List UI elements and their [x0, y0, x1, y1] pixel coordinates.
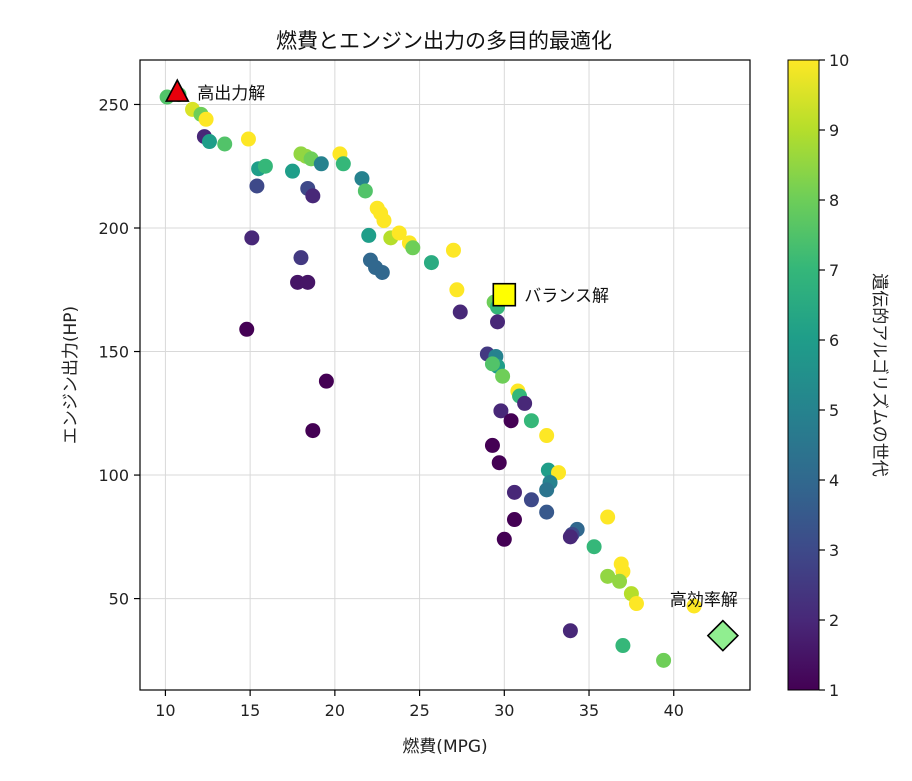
- data-point: [240, 131, 256, 147]
- plot-area-frame: [139, 59, 751, 691]
- data-point: [600, 568, 616, 584]
- data-point: [376, 213, 392, 229]
- data-point: [249, 178, 265, 194]
- colorbar-tick-label: 10: [829, 51, 849, 70]
- data-point: [523, 413, 539, 429]
- colorbar-tick-label: 4: [829, 471, 839, 490]
- data-point: [600, 509, 616, 525]
- colorbar-tick-label: 2: [829, 611, 839, 630]
- colorbar-tick-label: 7: [829, 261, 839, 280]
- data-point: [423, 255, 439, 271]
- y-axis-ticks: 50 100 150 200 250: [98, 95, 140, 609]
- data-point: [615, 638, 631, 654]
- data-point: [257, 158, 273, 174]
- data-point: [506, 484, 522, 500]
- data-point: [506, 512, 522, 528]
- colorbar-tick-label: 8: [829, 191, 839, 210]
- data-point: [198, 111, 214, 127]
- x-axis-ticks: 10 15 20 25 30 35 40: [155, 690, 684, 720]
- data-point: [686, 598, 702, 614]
- colorbar: [787, 59, 820, 691]
- x-axis-label: 燃費(MPG): [402, 737, 487, 757]
- data-point: [285, 163, 300, 179]
- data-point: [201, 134, 217, 150]
- y-tick-label: 200: [98, 219, 129, 238]
- y-tick-label: 150: [98, 343, 129, 362]
- data-point: [496, 531, 512, 547]
- data-point: [539, 504, 555, 520]
- data-point: [300, 274, 316, 290]
- data-point: [244, 230, 260, 246]
- data-point: [562, 529, 578, 545]
- data-point: [305, 188, 321, 204]
- data-point: [354, 171, 370, 187]
- data-point: [361, 227, 377, 243]
- data-point: [551, 465, 567, 481]
- y-tick-label: 50: [109, 590, 129, 609]
- data-point: [562, 623, 578, 639]
- colorbar-tick-label: 5: [829, 401, 839, 420]
- data-point: [391, 225, 407, 241]
- square-marker: [492, 282, 517, 307]
- data-point: [612, 573, 628, 589]
- data-point: [656, 652, 672, 668]
- y-axis-label: エンジン出力(HP): [61, 306, 81, 444]
- data-point: [539, 482, 555, 498]
- colorbar-tick-label: 3: [829, 541, 839, 560]
- data-point: [405, 240, 421, 256]
- data-point: [484, 437, 500, 453]
- data-point: [491, 455, 507, 471]
- x-tick-label: 10: [155, 701, 175, 720]
- y-tick-label: 250: [98, 95, 129, 114]
- x-tick-label: 35: [579, 701, 599, 720]
- data-point: [523, 492, 539, 508]
- x-tick-label: 15: [240, 701, 260, 720]
- x-tick-label: 40: [664, 701, 684, 720]
- y-tick-label: 100: [98, 466, 129, 485]
- data-point: [490, 314, 506, 330]
- data-point: [318, 373, 334, 389]
- data-point: [449, 282, 465, 298]
- data-point: [305, 423, 321, 439]
- data-point: [484, 356, 500, 372]
- data-point: [452, 304, 468, 320]
- data-point: [357, 183, 373, 199]
- x-tick-label: 20: [325, 701, 345, 720]
- data-point: [517, 395, 533, 411]
- colorbar-ticks: 1 2 3 4 5 6 7 8 9 10: [819, 51, 849, 700]
- data-point: [586, 539, 602, 555]
- data-point: [335, 156, 351, 172]
- highlight-label: 高出力解: [197, 84, 265, 104]
- data-point: [503, 413, 519, 429]
- data-point: [495, 368, 511, 384]
- data-point: [493, 403, 509, 419]
- data-point: [374, 264, 390, 280]
- colorbar-tick-label: 6: [829, 331, 839, 350]
- data-point: [445, 242, 461, 258]
- data-points: [159, 87, 702, 668]
- colorbar-tick-label: 1: [829, 681, 839, 700]
- diamond-marker: [706, 619, 740, 652]
- data-point: [217, 136, 233, 152]
- chart-title: 燃費とエンジン出力の多目的最適化: [276, 29, 612, 53]
- data-point: [239, 321, 255, 337]
- grid-lines: [140, 60, 750, 690]
- x-tick-label: 30: [494, 701, 514, 720]
- triangle-marker: [164, 78, 190, 102]
- colorbar-label: 遺伝的アルゴリズムの世代: [869, 273, 890, 477]
- data-point: [293, 250, 309, 266]
- data-point: [539, 428, 555, 444]
- highlight-label: バランス解: [524, 287, 609, 307]
- data-point: [313, 156, 329, 172]
- highlight-label: 高効率解: [670, 591, 738, 611]
- colorbar-tick-label: 9: [829, 121, 839, 140]
- data-point: [628, 596, 644, 612]
- x-tick-label: 25: [409, 701, 429, 720]
